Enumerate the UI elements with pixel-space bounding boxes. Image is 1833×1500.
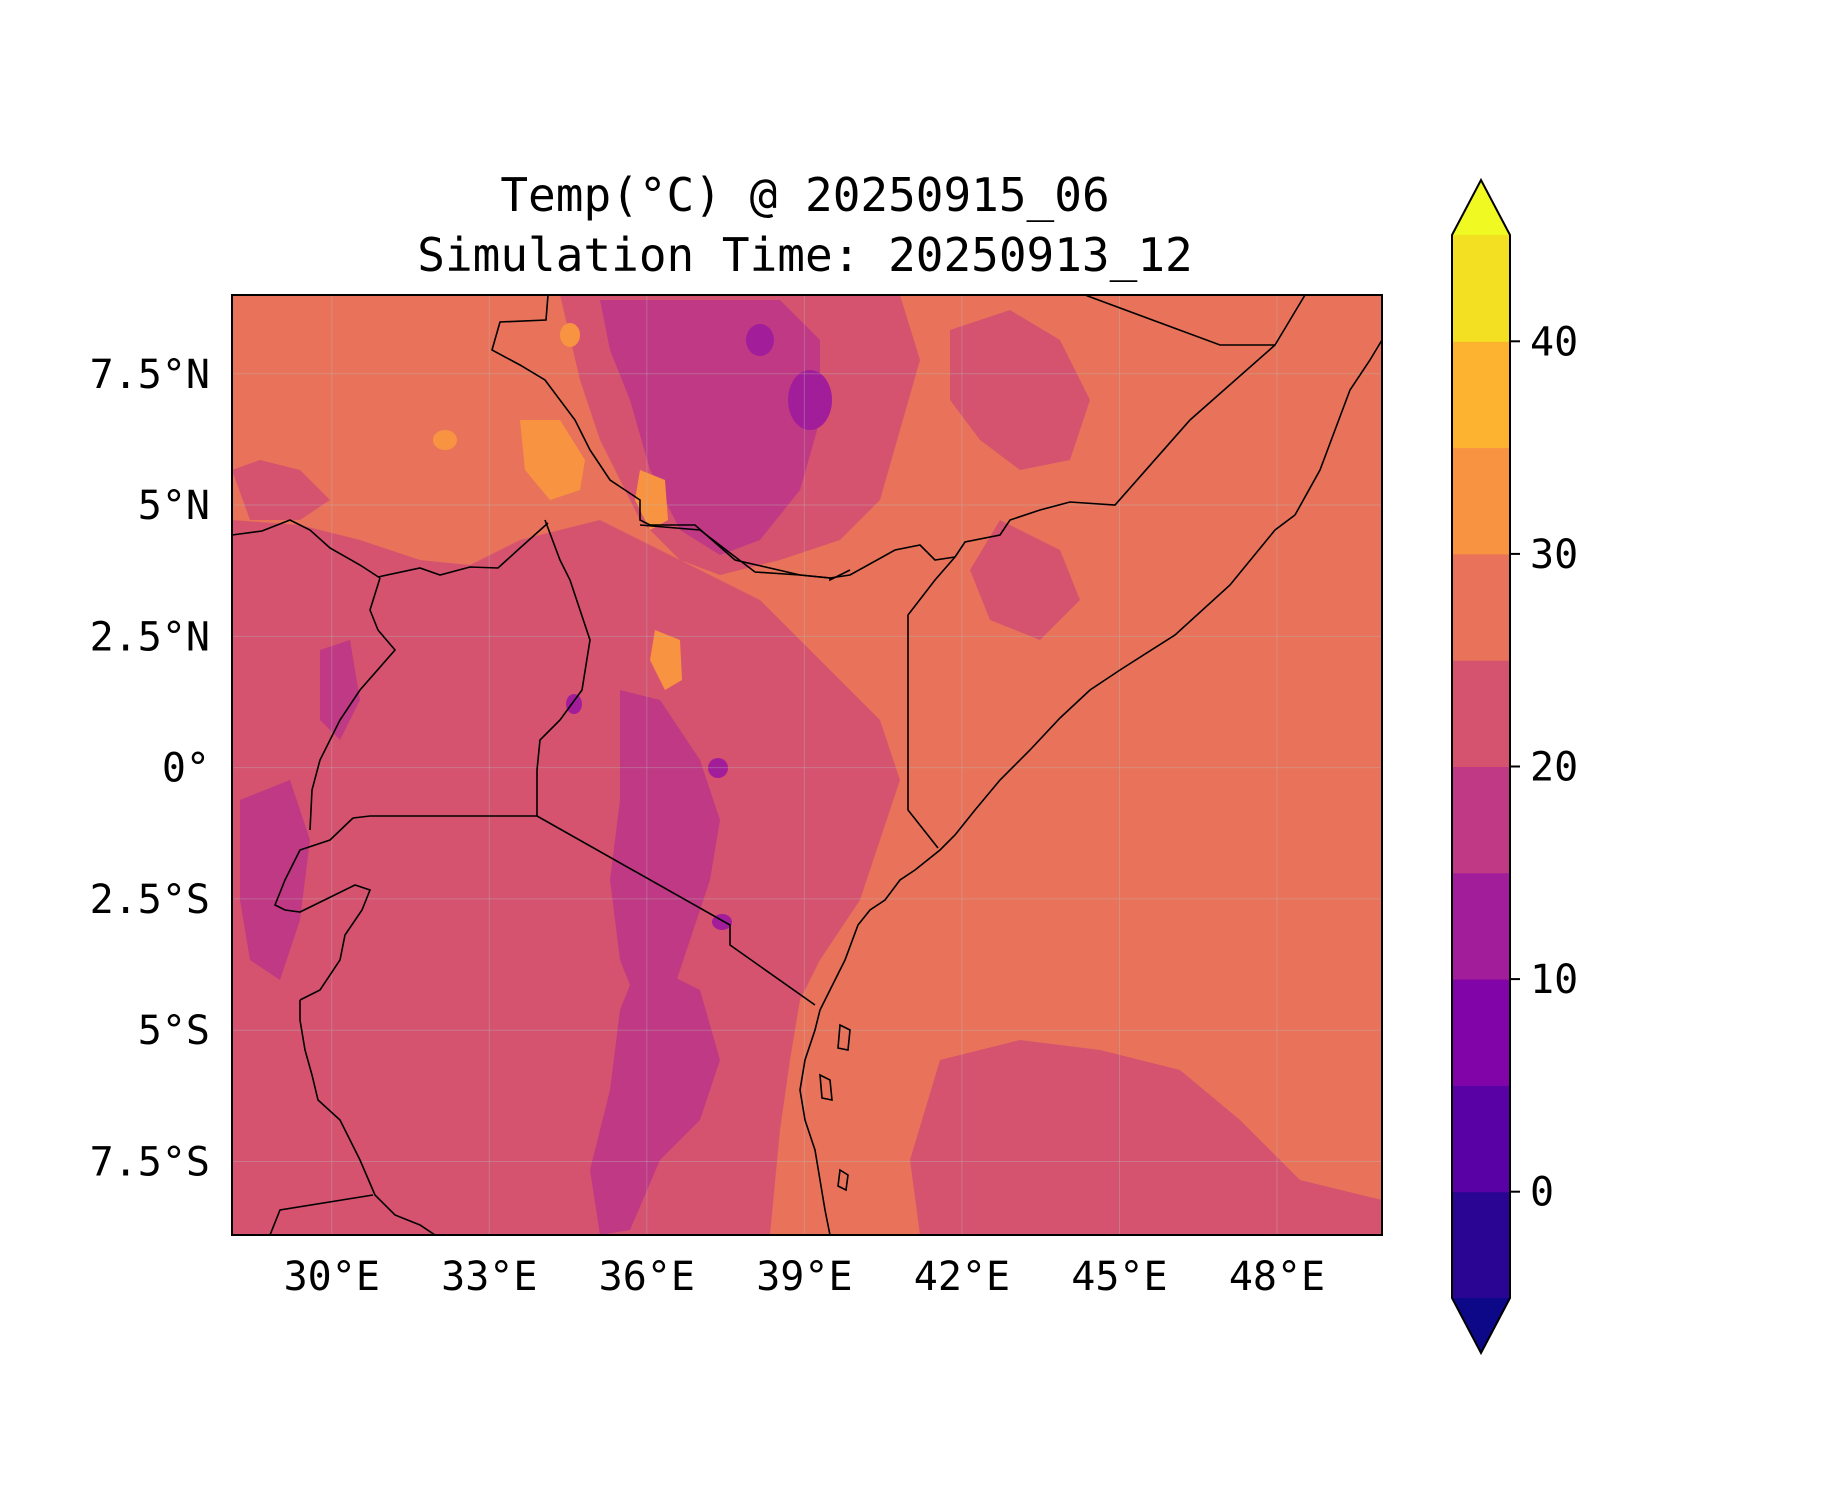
colorbar-tick-label: 10 [1530,957,1578,1003]
temperature-band-10-15 [566,324,832,930]
lat-tick-label: 7.5°S [90,1139,210,1185]
border-uganda-tanzania [352,815,537,819]
temperature-band-15-20 [240,300,820,1235]
colorbar-segment [1452,872,1510,980]
spot-north-small [560,323,580,347]
region-western-highlands [232,520,900,1235]
colorbar-segment [1452,553,1510,661]
colorbar-tick-label: 0 [1530,1170,1554,1216]
lat-tick-label: 7.5°N [90,352,210,398]
border-rwanda-burundi [273,817,372,1001]
map-plot-area [232,295,1382,1235]
longitude-ticks: 30°E 33°E 36°E 39°E 42°E 45°E 48°E [284,1254,1326,1300]
speck-elgon [566,694,582,714]
lon-tick-label: 39°E [756,1254,852,1300]
speck-ethiopia-2 [746,324,774,356]
colorbar-tick-label: 30 [1530,532,1578,578]
spot-northern-kenya [650,630,682,690]
chart-title-line2: Simulation Time: 20250913_12 [417,228,1193,282]
speck-ethiopia-1 [788,370,832,430]
lat-tick-label: 2.5°N [90,614,210,660]
coastline [799,339,1382,1235]
colorbar-segment [1452,766,1510,874]
border-drc-tanzania-lake [299,1000,436,1235]
region-eastern-patches [970,520,1080,640]
colorbar-segment [1452,1191,1510,1299]
core-albertine [320,640,360,740]
core-western-rift [240,780,310,980]
lon-tick-label: 36°E [599,1254,695,1300]
colorbar-segment [1452,235,1510,342]
colorbar-segment [1452,341,1510,449]
chart-title-line1: Temp(°C) @ 20250915_06 [500,168,1110,222]
colorbar-segment [1452,979,1510,1086]
core-kenya-rift [610,690,720,1010]
lon-tick-label: 45°E [1071,1254,1167,1300]
colorbar-tick-label: 40 [1530,319,1578,365]
lon-tick-label: 42°E [914,1254,1010,1300]
temperature-band-30-35 [433,323,682,690]
lon-tick-label: 30°E [284,1254,380,1300]
speck-mt-kenya [708,758,728,778]
border-zambia-tanzania [269,1194,374,1235]
border-ethiopia-kenya [639,524,956,579]
core-tanzania-highlands [590,960,720,1235]
lon-tick-label: 48°E [1229,1254,1325,1300]
border-ethiopia-somalia [954,295,1306,558]
lat-tick-label: 2.5°S [90,877,210,923]
lat-tick-label: 5°S [138,1008,210,1054]
island-pemba [819,1073,833,1101]
colorbar: 0 10 20 30 40 [1451,177,1578,1356]
border-drc-uganda [309,577,397,831]
border-drc-south-sudan [232,519,381,579]
spot-south-sudan [520,420,585,500]
lat-tick-label: 5°N [138,483,210,529]
region-tanzania-southeast [910,1040,1382,1235]
lon-tick-label: 33°E [441,1254,537,1300]
lat-tick-label: 0° [162,746,210,792]
colorbar-segment [1452,447,1510,555]
core-ethiopia [600,300,820,555]
region-north-patches [232,460,330,520]
border-kenya-somalia [907,556,956,849]
border-uganda-kenya [536,519,591,816]
colorbar-outline [1451,177,1511,1356]
colorbar-over-triangle [1452,180,1510,235]
island-zanzibar [837,1023,851,1051]
coastline-east-africa [799,339,1382,1235]
spot-turkana [635,470,668,530]
map-frame [231,294,1383,1236]
region-somali-plateau [950,310,1090,470]
country-borders [232,295,1306,1235]
colorbar-under-triangle [1452,1298,1510,1353]
border-south-sudan-uganda [377,522,549,578]
border-kenya-tanzania [536,815,816,1006]
border-somaliland [1084,295,1275,346]
colorbar-tick-label: 20 [1530,745,1578,791]
island-mafia [837,1168,849,1192]
gridlines [232,295,1382,1235]
spot-sudan-small [433,430,457,450]
colorbar-segment [1452,660,1510,767]
latitude-ticks: 7.5°N 5°N 2.5°N 0° 2.5°S 5°S 7.5°S [90,352,210,1186]
colorbar-segment [1452,1085,1510,1193]
